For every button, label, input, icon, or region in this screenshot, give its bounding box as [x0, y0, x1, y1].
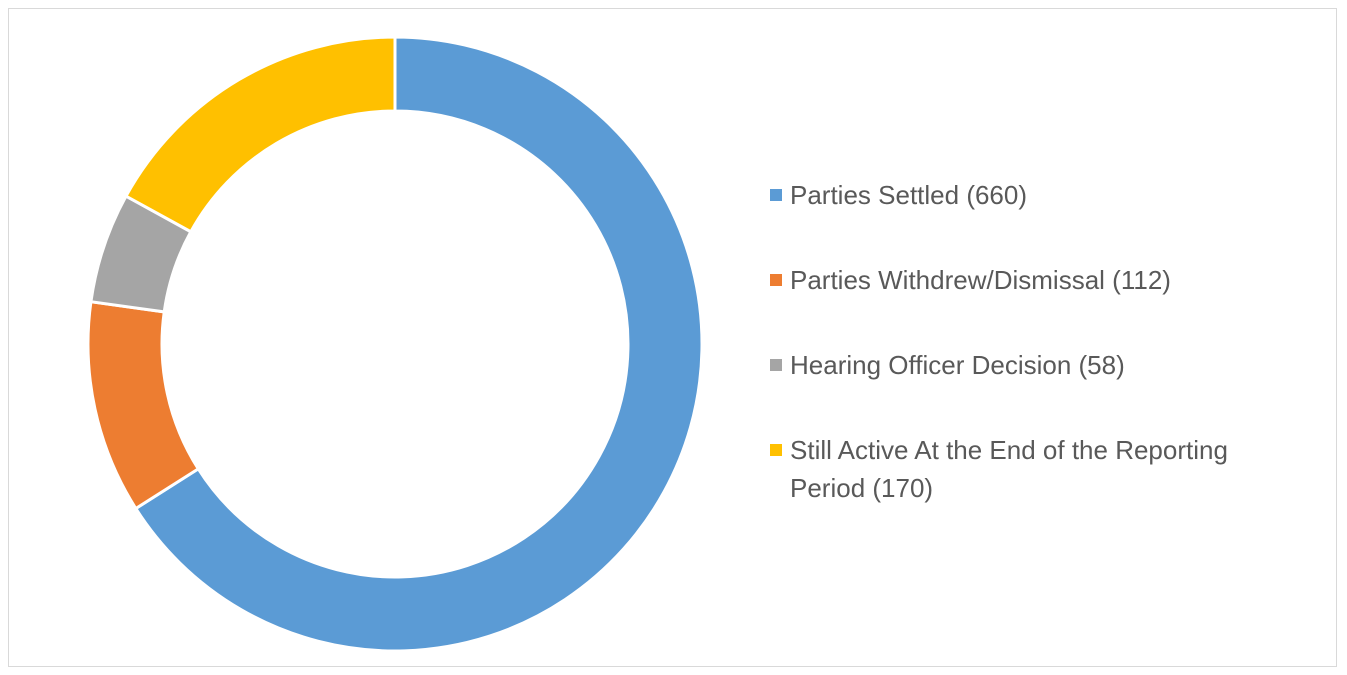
legend-label: Hearing Officer Decision (58): [790, 350, 1125, 380]
legend-label: Parties Settled (660): [790, 180, 1028, 210]
legend-item: Parties Withdrew/Dismissal (112): [770, 261, 1260, 299]
legend-swatch: [770, 359, 782, 371]
donut-slice: [123, 35, 397, 234]
legend-swatch: [770, 444, 782, 456]
legend-swatch: [770, 189, 782, 201]
donut-slice: [133, 35, 704, 653]
legend-label: Still Active At the End of the Reporting…: [790, 435, 1228, 503]
legend-swatch: [770, 274, 782, 286]
legend: Parties Settled (660) Parties Withdrew/Di…: [770, 176, 1260, 554]
legend-label: Parties Withdrew/Dismissal (112): [790, 265, 1171, 295]
legend-item: Hearing Officer Decision (58): [770, 346, 1260, 384]
legend-item: Parties Settled (660): [770, 176, 1260, 214]
donut-slice: [86, 300, 201, 511]
chart-frame: [8, 8, 1337, 667]
legend-item: Still Active At the End of the Reporting…: [770, 431, 1260, 507]
